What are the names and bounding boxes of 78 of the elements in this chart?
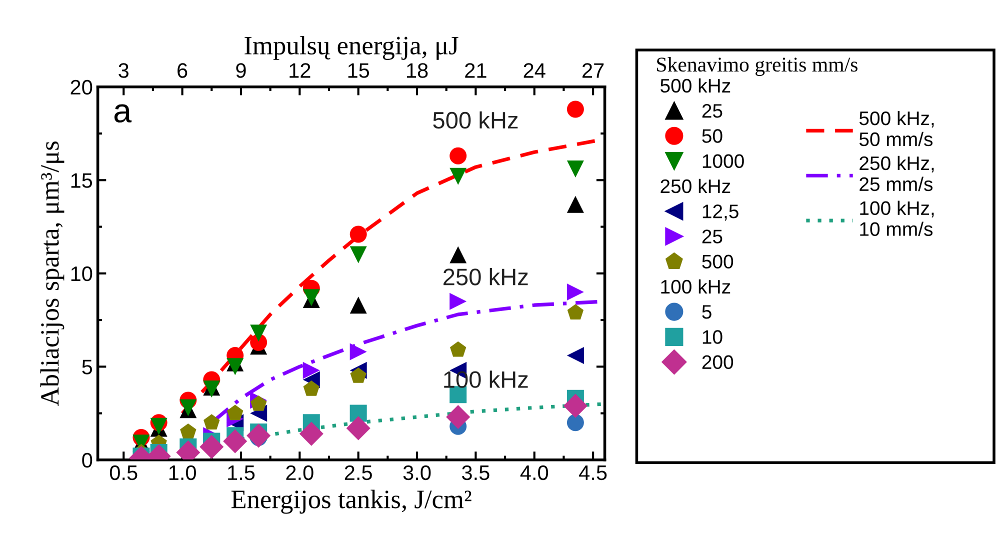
point	[250, 324, 268, 342]
point	[226, 358, 244, 376]
annotation: 500 kHz	[433, 111, 518, 129]
point	[204, 414, 220, 430]
point	[180, 423, 196, 439]
legend-label: 25	[702, 104, 722, 118]
point	[450, 147, 467, 164]
legend-label: 25	[702, 230, 722, 244]
legend-title: Skenavimo greitis mm/s	[657, 57, 858, 76]
legend-label: 100 kHz, 10 mm/s	[860, 200, 934, 236]
x2-tick-label: 24	[524, 63, 546, 78]
legend-label: 5	[702, 305, 712, 319]
point	[450, 168, 467, 185]
x-tick-label: 3.5	[462, 465, 490, 480]
point	[299, 422, 324, 446]
annotation: 100 kHz	[444, 370, 528, 388]
x-tick-label: 4.0	[520, 465, 548, 480]
text: 100 kHz	[661, 279, 730, 294]
x2-tick-label: 15	[348, 63, 370, 78]
point	[200, 434, 224, 459]
point	[350, 343, 367, 360]
y-tick-label: 5	[82, 360, 92, 374]
y-axis-title: Abliacijos sparta, μm³/μs	[40, 142, 64, 406]
x2-tick-label: 27	[582, 63, 604, 78]
point	[246, 424, 271, 448]
y-tick-label: 0	[82, 452, 92, 468]
x2-tick-label: 12	[290, 63, 310, 78]
x2-tick-label: 3	[118, 63, 128, 78]
point	[566, 160, 584, 178]
point	[350, 246, 367, 264]
point	[346, 416, 370, 440]
point	[566, 414, 584, 432]
x-tick-label: 1.5	[228, 466, 255, 480]
x2-tick-label: 6	[178, 63, 188, 78]
annotation: a	[114, 104, 132, 123]
point	[302, 362, 320, 379]
x-tick-label: 1.0	[169, 465, 196, 480]
point	[350, 226, 367, 243]
point	[223, 429, 248, 454]
legend-label: 10	[702, 330, 722, 344]
text: 250 kHz	[660, 178, 730, 194]
point	[566, 100, 584, 118]
point	[250, 395, 267, 411]
x-tick-label: 4.5	[579, 466, 607, 480]
point	[567, 304, 584, 320]
point	[566, 346, 584, 364]
x2-tick-label: 21	[465, 63, 486, 78]
legend-label: 500	[702, 254, 734, 269]
point	[450, 246, 467, 264]
point	[566, 284, 584, 301]
point	[350, 367, 366, 383]
legend-label: 12,5	[702, 204, 738, 221]
legend-label: 250 kHz, 25 mm/s	[860, 156, 934, 192]
legend-label: 1000	[702, 154, 744, 168]
y-tick-label: 15	[71, 173, 92, 188]
x-axis-title: Energijos tankis, J/cm²	[231, 490, 472, 514]
legend-label: 50	[702, 129, 722, 143]
x2-tick-label: 9	[236, 63, 246, 78]
annotation: 250 kHz	[444, 268, 528, 286]
legend-label: 500 kHz, 50 mm/s	[859, 110, 934, 146]
x-tick-label: 0.5	[110, 465, 138, 480]
x-tick-label: 2.5	[344, 465, 372, 480]
point	[303, 380, 320, 396]
x-tick-label: 3.0	[403, 465, 431, 480]
point	[227, 404, 244, 420]
point	[566, 196, 584, 213]
y-tick-label: 20	[70, 80, 92, 95]
legend-label: 200	[702, 355, 734, 370]
point	[450, 292, 467, 310]
point	[446, 404, 470, 430]
point	[350, 296, 367, 314]
x-tick-label: 2.0	[286, 465, 314, 480]
point	[563, 394, 588, 418]
x2-tick-label: 18	[407, 63, 428, 78]
y-tick-label: 10	[71, 266, 92, 282]
x2-axis-title: Impulsų energija, μJ	[244, 36, 458, 60]
point	[450, 341, 466, 357]
text: 500 kHz	[660, 78, 730, 93]
